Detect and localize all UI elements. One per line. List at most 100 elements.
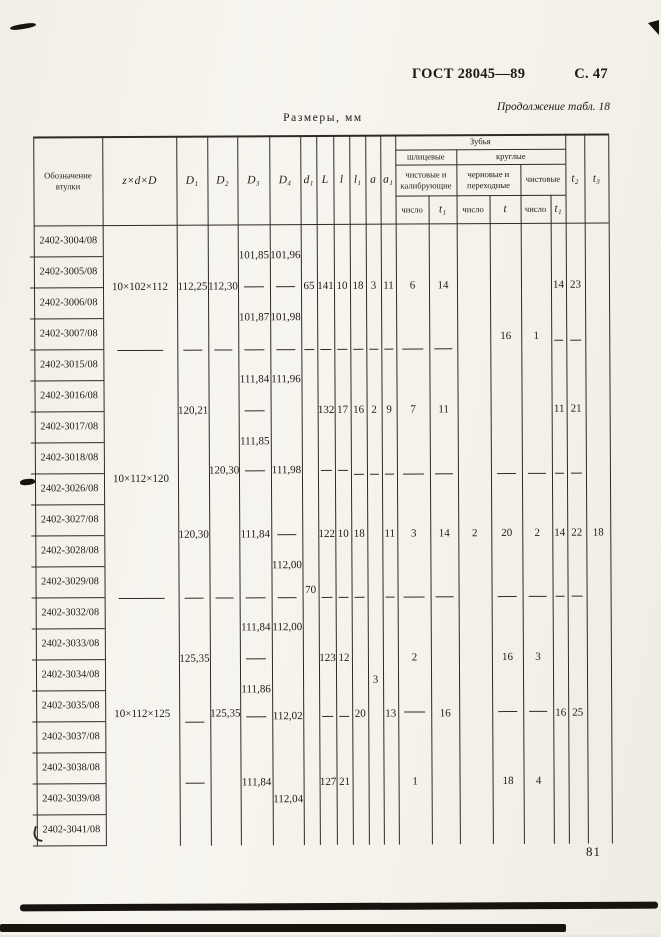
table-cell-dash: [246, 657, 266, 660]
table-cell-dash: [118, 597, 165, 599]
table-cell: 101,96: [270, 249, 301, 262]
row-label: 2402-3015/08: [39, 358, 98, 370]
table-cell-dash: [434, 347, 452, 350]
table-cell: 112,25: [177, 280, 208, 293]
table-cell: 101,85: [238, 249, 269, 262]
table-cell: 123: [319, 651, 336, 665]
table-cell: 20: [354, 707, 366, 720]
table-cell-dash: [184, 597, 204, 599]
table-cell-dash: [435, 472, 453, 475]
column-header: D₁: [185, 174, 199, 187]
grid-line: [269, 135, 275, 846]
column-header: круглые: [495, 151, 526, 162]
row-separator: [31, 659, 105, 661]
table-cell-dash: [402, 347, 424, 350]
row-separator: [30, 349, 104, 351]
column-header: число: [524, 203, 547, 214]
row-separator: [30, 318, 104, 320]
grid-line: [565, 133, 571, 844]
table-continuation-note: Продолжение табл. 18: [497, 101, 610, 113]
row-label: 2402-3006/08: [39, 296, 98, 308]
table-cell: 6: [409, 279, 416, 292]
table-cell: 10×112×120: [112, 472, 170, 486]
table-cell-dash: [185, 782, 205, 784]
table-cell-dash: [277, 533, 297, 536]
table-cell-dash: [354, 596, 365, 598]
table-cell-dash: [245, 596, 266, 599]
table-cell-dash: [353, 348, 364, 350]
table-cell: 11: [438, 403, 449, 416]
table-cell-dash: [244, 348, 265, 351]
table-cell: 16: [439, 707, 451, 720]
table-cell: 101,87: [238, 311, 270, 324]
row-label: 2402-3028/08: [40, 544, 99, 556]
grid-line: [207, 135, 213, 846]
column-header: t₁: [438, 203, 447, 216]
table-cell: 2: [534, 526, 541, 539]
row-label: 2402-3005/08: [39, 265, 98, 277]
row-label: 2402-3037/08: [41, 730, 100, 742]
table-cell: 21: [570, 402, 582, 415]
scan-artifact-bar: [0, 924, 566, 932]
row-separator: [32, 814, 106, 816]
table-cell: 3: [372, 673, 379, 686]
table-cell: 20: [501, 526, 513, 540]
row-separator: [30, 411, 104, 413]
grid-line: [584, 133, 590, 844]
table-cell: 112,02: [272, 710, 303, 723]
column-header: Зубья: [469, 136, 491, 147]
row-label: 2402-3035/08: [41, 699, 100, 711]
table-cell-dash: [403, 472, 424, 475]
table-cell: 3: [411, 527, 417, 540]
table-cell: 22: [571, 526, 583, 539]
row-separator: [32, 721, 106, 723]
row-label: 2402-3033/08: [41, 637, 100, 649]
table-cell-dash: [384, 473, 395, 475]
row-separator: [29, 256, 103, 258]
row-separator: [32, 752, 106, 754]
column-header: D₄: [278, 173, 292, 186]
grid-line: [237, 135, 243, 846]
grid-line: [176, 135, 182, 846]
column-header: t: [503, 203, 507, 216]
table-cell-dash: [215, 596, 234, 599]
grid-line: [316, 135, 322, 846]
table-cell-dash: [403, 595, 425, 598]
table-cell: 10: [337, 527, 349, 540]
table-cell: 1: [412, 775, 418, 788]
table-cell-dash: [244, 409, 265, 412]
table-cell: 112,30: [208, 280, 238, 293]
table-cell: 112,00: [271, 559, 302, 572]
table-cell: 111,86: [241, 683, 271, 696]
table-cell: 120,30: [208, 464, 240, 477]
table-cell-dash: [527, 472, 547, 474]
table-cell-dash: [435, 595, 454, 598]
row-label: 2402-3039/08: [42, 792, 101, 804]
table-cell: 17: [337, 403, 349, 416]
table-cell: 101,98: [270, 311, 301, 324]
row-separator: [31, 535, 105, 537]
grid-line: [608, 133, 614, 844]
table-cell: 112,04: [273, 793, 304, 806]
table-cell-dash: [320, 348, 332, 350]
table-cell-dash: [369, 348, 379, 350]
row-separator: [32, 783, 106, 785]
row-label: 2402-3004/08: [39, 234, 98, 246]
table-cell: 111,84: [241, 621, 271, 634]
table-cell: 70: [305, 584, 317, 597]
table-cell: 10×102×112: [111, 280, 169, 294]
table-cell: 14: [437, 279, 449, 292]
table-cell-dash: [369, 473, 380, 475]
row-label: 2402-3027/08: [40, 513, 99, 525]
table-cell: 141: [317, 279, 334, 293]
table-cell: 11: [553, 402, 565, 415]
column-header: l: [339, 173, 344, 186]
table-cell-dash: [338, 596, 349, 598]
table-title: Размеры, мм: [283, 112, 363, 124]
row-separator: [30, 442, 104, 444]
gost-code: ГОСТ 28045—89: [412, 66, 526, 82]
grid-line: [333, 134, 339, 845]
table-cell: 132: [317, 403, 335, 417]
table-cell-dash: [275, 285, 296, 288]
